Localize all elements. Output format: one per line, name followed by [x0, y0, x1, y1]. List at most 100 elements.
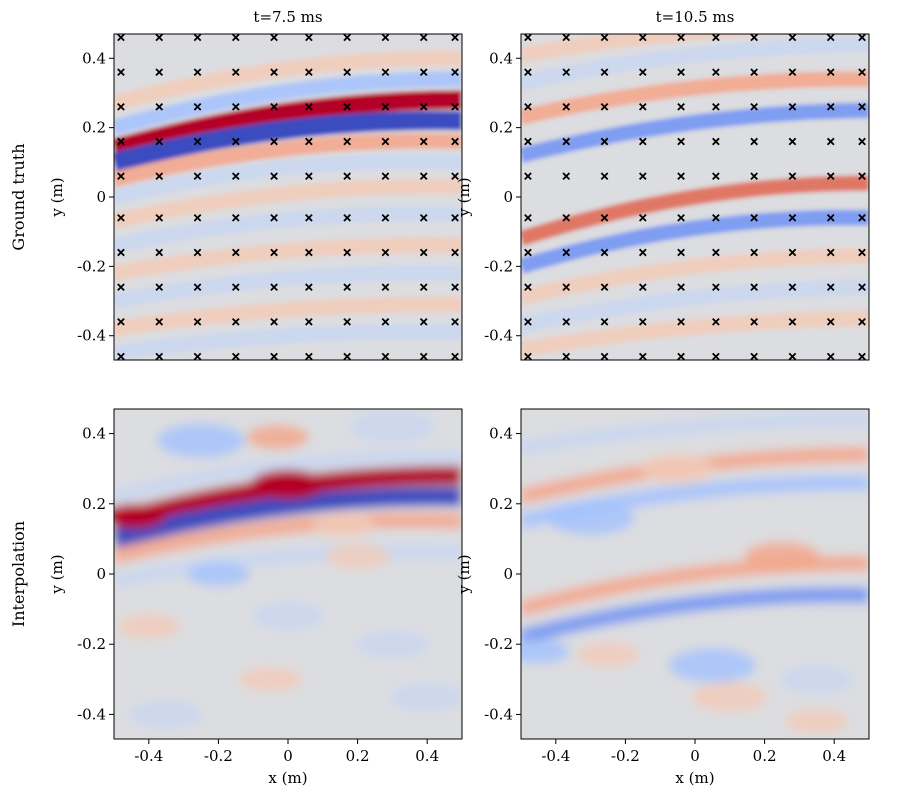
sensor-marker — [451, 283, 459, 292]
sensor-marker — [155, 318, 164, 326]
sensor-marker — [788, 137, 797, 146]
sensor-marker — [826, 34, 835, 42]
column-title-left: t=7.5 ms — [253, 8, 322, 26]
sensor-marker — [712, 137, 720, 146]
x-tick-label: -0.2 — [611, 747, 640, 765]
sensor-marker — [193, 283, 202, 292]
y-tick-label: -0.2 — [77, 257, 106, 275]
panel-interpolation-left: 0.4 0.2 0 -0.2 -0.4 y (m) -0.4 -0.2 0 0.2 0.4 x (m) — [48, 408, 463, 787]
sensor-marker — [600, 248, 609, 257]
sensor-marker — [270, 283, 278, 292]
sensor-marker — [524, 352, 532, 360]
sensor-marker — [788, 172, 797, 181]
y-tick-label: -0.4 — [77, 327, 106, 345]
sensor-marker — [600, 137, 609, 146]
wave-band — [521, 279, 869, 333]
sensor-marker — [524, 318, 532, 326]
sensor-marker — [270, 352, 278, 360]
sensor-marker — [600, 68, 609, 76]
sensor-marker — [155, 172, 164, 181]
sensor-marker — [562, 213, 571, 222]
field-blob — [187, 561, 250, 587]
sensor-marker — [712, 68, 720, 76]
field-blob — [312, 512, 376, 538]
sensor-marker — [155, 283, 164, 292]
sensor-marker — [750, 68, 758, 76]
sensor-marker — [677, 352, 685, 360]
x-tick-label: -0.4 — [134, 747, 163, 765]
sensor-marker — [600, 102, 609, 111]
field-blob — [668, 648, 757, 683]
sensor-marker — [750, 248, 758, 257]
sensor-marker — [419, 137, 428, 146]
sensor-marker — [381, 318, 390, 326]
sensor-marker — [117, 283, 125, 292]
sensor-marker — [750, 283, 758, 292]
sensor-marker — [562, 248, 571, 257]
sensor-marker — [155, 213, 164, 222]
sensor-marker — [231, 172, 240, 181]
field-blob — [348, 409, 437, 444]
y-tick-label: 0.2 — [82, 119, 106, 137]
sensor-marker — [419, 283, 428, 292]
sensor-marker — [231, 34, 240, 42]
sensor-marker — [826, 283, 835, 292]
wave-band — [521, 175, 869, 247]
sensor-marker — [117, 248, 125, 257]
sensor-marker — [231, 137, 240, 146]
sensor-marker — [419, 318, 428, 326]
sensor-marker — [381, 283, 390, 292]
sensor-marker — [562, 137, 571, 146]
field-blob — [326, 544, 389, 569]
wave-band — [114, 512, 462, 565]
sensor-marker — [193, 172, 202, 181]
sensor-marker — [638, 102, 647, 111]
sensor-marker — [343, 352, 351, 360]
field-blob — [157, 423, 245, 458]
field-blob — [785, 709, 849, 734]
panel-ground-truth-left: 0.4 0.2 0 -0.2 -0.4 y (m) — [48, 33, 463, 361]
x-tick-label: 0.2 — [753, 747, 777, 765]
sensor-marker — [788, 68, 797, 76]
wave-band — [114, 153, 462, 205]
field-blob — [521, 638, 570, 664]
wave-band — [114, 133, 462, 188]
sensor-marker — [712, 213, 720, 222]
sensor-marker — [524, 34, 532, 42]
sensor-marker — [750, 172, 758, 181]
sensor-marker — [677, 137, 685, 146]
y-axis-label: y (m) — [48, 554, 66, 594]
sensor-marker — [193, 318, 202, 326]
sensor-marker — [788, 34, 797, 42]
row-label-ground-truth: Ground truth — [9, 143, 28, 250]
sensor-marker — [117, 318, 125, 326]
sensor-marker — [270, 172, 278, 181]
sensor-marker — [826, 137, 835, 146]
field-blob — [239, 667, 302, 692]
sensor-marker — [381, 34, 390, 42]
sensor-marker — [712, 283, 720, 292]
sensor-marker — [231, 352, 240, 360]
sensor-marker — [231, 102, 240, 111]
sensor-marker — [858, 68, 866, 76]
sensor-marker — [270, 248, 278, 257]
sensor-marker — [750, 213, 758, 222]
sensor-marker — [419, 172, 428, 181]
sensor-marker — [270, 213, 278, 222]
sensor-marker — [117, 68, 125, 76]
x-tick-label: 0.2 — [346, 747, 370, 765]
x-tick-label: -0.2 — [204, 747, 233, 765]
sensor-marker — [419, 248, 428, 257]
wave-band — [521, 248, 869, 306]
x-tick-label: -0.4 — [541, 747, 570, 765]
sensor-marker — [381, 137, 390, 146]
sensor-marker — [750, 34, 758, 42]
sensor-marker — [858, 137, 866, 146]
field-blob — [354, 629, 430, 659]
field-blob — [246, 424, 309, 450]
sensor-marker — [270, 318, 278, 326]
sensor-marker — [788, 283, 797, 292]
sensor-marker — [677, 172, 685, 181]
sensor-marker — [270, 34, 278, 42]
sensor-marker — [451, 172, 459, 181]
